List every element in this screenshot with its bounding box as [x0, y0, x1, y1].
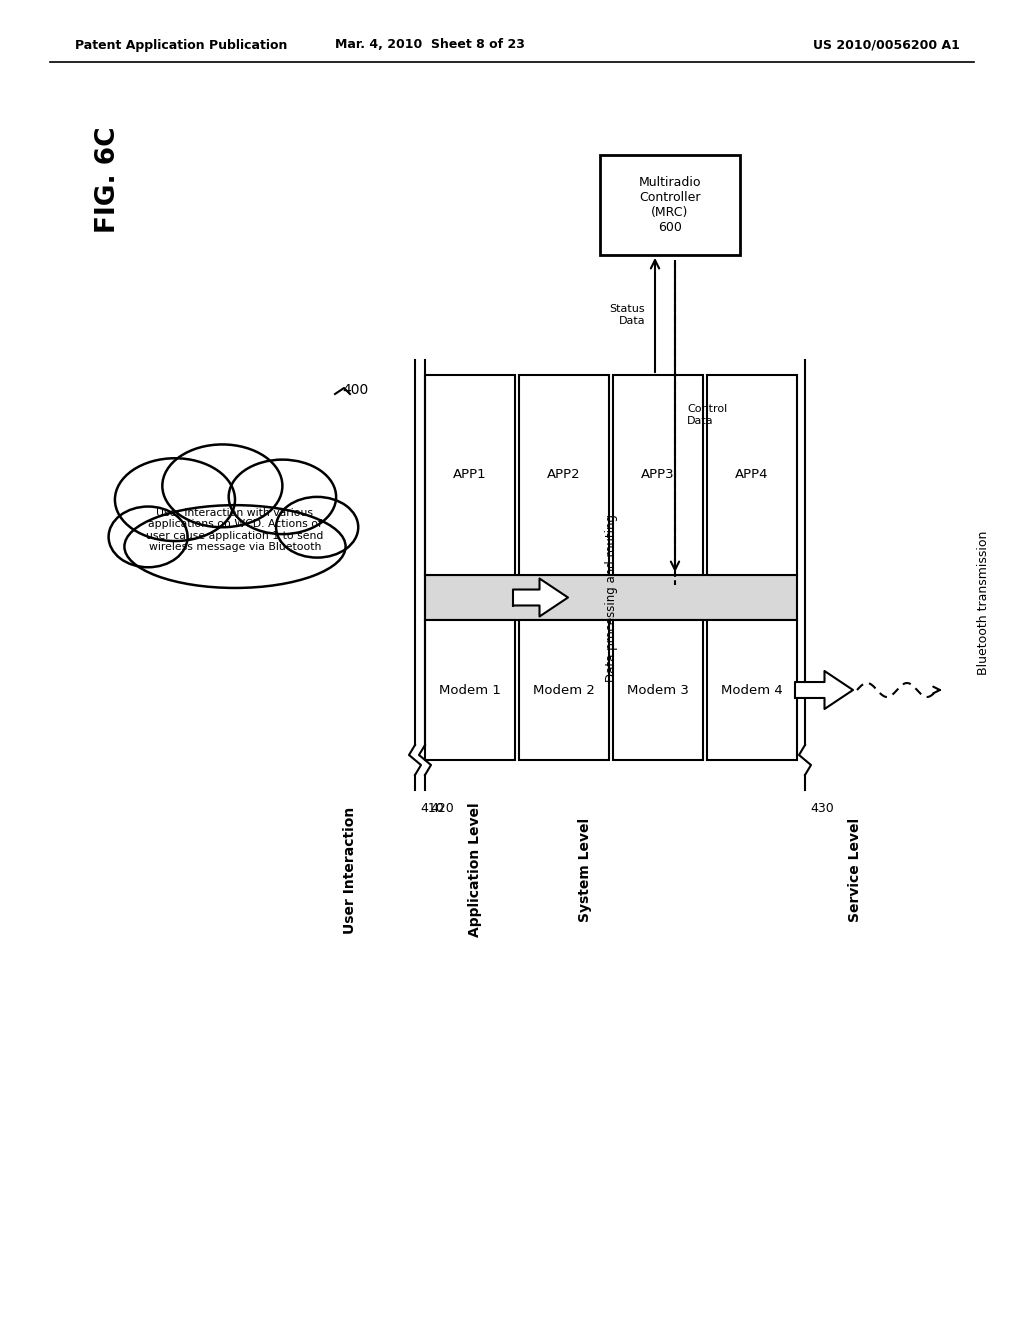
Text: Multiradio
Controller
(MRC)
600: Multiradio Controller (MRC) 600	[639, 176, 701, 234]
Text: Service Level: Service Level	[848, 818, 862, 923]
Text: APP1: APP1	[454, 469, 486, 482]
Text: User Interaction: User Interaction	[343, 807, 357, 933]
Text: Control
Data: Control Data	[687, 404, 727, 426]
Text: US 2010/0056200 A1: US 2010/0056200 A1	[813, 38, 961, 51]
Text: 420: 420	[430, 801, 454, 814]
Text: APP3: APP3	[641, 469, 675, 482]
Bar	[519, 620, 609, 760]
Text: Modem 1: Modem 1	[439, 684, 501, 697]
Ellipse shape	[228, 459, 336, 535]
Bar	[425, 576, 797, 620]
Text: APP2: APP2	[547, 469, 581, 482]
Ellipse shape	[100, 447, 370, 612]
Bar	[600, 154, 740, 255]
Text: Modem 2: Modem 2	[534, 684, 595, 697]
Text: Modem 3: Modem 3	[627, 684, 689, 697]
Bar	[613, 620, 703, 760]
Text: 400: 400	[342, 383, 369, 397]
Text: FIG. 6C: FIG. 6C	[95, 127, 121, 234]
Text: 430: 430	[810, 801, 834, 814]
Text: Modem 4: Modem 4	[721, 684, 783, 697]
Text: 410: 410	[420, 801, 443, 814]
Ellipse shape	[163, 445, 283, 527]
Bar	[707, 620, 797, 760]
Text: Application Level: Application Level	[468, 803, 482, 937]
Bar	[425, 620, 515, 760]
Bar	[707, 375, 797, 576]
Text: Mar. 4, 2010  Sheet 8 of 23: Mar. 4, 2010 Sheet 8 of 23	[335, 38, 525, 51]
Text: System Level: System Level	[578, 818, 592, 923]
Ellipse shape	[109, 507, 187, 568]
Text: Bluetooth transmission: Bluetooth transmission	[977, 531, 990, 675]
Text: Data processing and routing: Data processing and routing	[604, 513, 617, 681]
Polygon shape	[795, 671, 853, 709]
Bar	[425, 375, 515, 576]
Text: APP4: APP4	[735, 469, 769, 482]
Ellipse shape	[115, 458, 234, 541]
Polygon shape	[513, 578, 568, 616]
Text: User interaction with various
applications on WCD. Actions of
user cause applica: User interaction with various applicatio…	[146, 508, 324, 552]
Text: Status
Data: Status Data	[609, 304, 645, 326]
Ellipse shape	[124, 506, 346, 587]
Bar	[613, 375, 703, 576]
Text: Patent Application Publication: Patent Application Publication	[75, 38, 288, 51]
Bar	[519, 375, 609, 576]
Ellipse shape	[132, 473, 338, 587]
Ellipse shape	[276, 496, 358, 557]
